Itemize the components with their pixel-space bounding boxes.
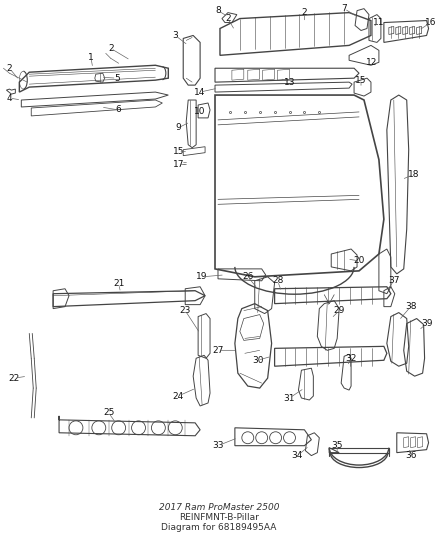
Text: 15: 15 bbox=[173, 147, 184, 156]
Text: 10: 10 bbox=[194, 108, 206, 116]
Text: 22: 22 bbox=[9, 374, 20, 383]
Text: 6: 6 bbox=[116, 106, 121, 115]
Text: 8: 8 bbox=[215, 6, 221, 15]
Text: 39: 39 bbox=[421, 319, 432, 328]
Text: 14: 14 bbox=[194, 87, 206, 96]
Text: REINFMNT-B-Pillar: REINFMNT-B-Pillar bbox=[179, 513, 259, 522]
Text: 28: 28 bbox=[272, 276, 283, 285]
Text: 19: 19 bbox=[196, 272, 208, 281]
Text: 13: 13 bbox=[284, 78, 295, 87]
Text: 34: 34 bbox=[292, 451, 303, 460]
Text: 2: 2 bbox=[108, 44, 113, 53]
Text: 17: 17 bbox=[173, 160, 184, 169]
Text: 26: 26 bbox=[242, 272, 254, 281]
Text: 20: 20 bbox=[353, 256, 365, 265]
Text: 24: 24 bbox=[173, 392, 184, 400]
Text: 11: 11 bbox=[373, 18, 385, 27]
Text: 21: 21 bbox=[113, 279, 124, 288]
Text: 5: 5 bbox=[114, 74, 120, 83]
Text: 31: 31 bbox=[284, 393, 295, 402]
Text: 36: 36 bbox=[405, 451, 417, 460]
Text: Diagram for 68189495AA: Diagram for 68189495AA bbox=[161, 523, 277, 531]
Text: 1: 1 bbox=[88, 53, 94, 62]
Text: 9: 9 bbox=[175, 123, 181, 132]
Text: 7: 7 bbox=[341, 4, 347, 13]
Text: 16: 16 bbox=[425, 18, 436, 27]
Text: 3: 3 bbox=[173, 31, 178, 40]
Text: 30: 30 bbox=[252, 356, 264, 365]
Text: 2: 2 bbox=[225, 14, 231, 23]
Text: 12: 12 bbox=[366, 58, 378, 67]
Text: 33: 33 bbox=[212, 441, 224, 450]
Text: 4: 4 bbox=[7, 93, 12, 102]
Text: 2: 2 bbox=[302, 8, 307, 17]
Text: 2017 Ram ProMaster 2500: 2017 Ram ProMaster 2500 bbox=[159, 503, 279, 512]
Text: 23: 23 bbox=[180, 306, 191, 315]
Text: 25: 25 bbox=[103, 408, 114, 417]
Text: 32: 32 bbox=[346, 354, 357, 363]
Text: 37: 37 bbox=[388, 276, 399, 285]
Text: 29: 29 bbox=[333, 306, 345, 315]
Text: 27: 27 bbox=[212, 346, 224, 355]
Text: 18: 18 bbox=[408, 170, 420, 179]
Text: 38: 38 bbox=[405, 302, 417, 311]
Text: 35: 35 bbox=[332, 441, 343, 450]
Text: 15: 15 bbox=[355, 76, 367, 85]
Text: 2: 2 bbox=[7, 64, 12, 72]
